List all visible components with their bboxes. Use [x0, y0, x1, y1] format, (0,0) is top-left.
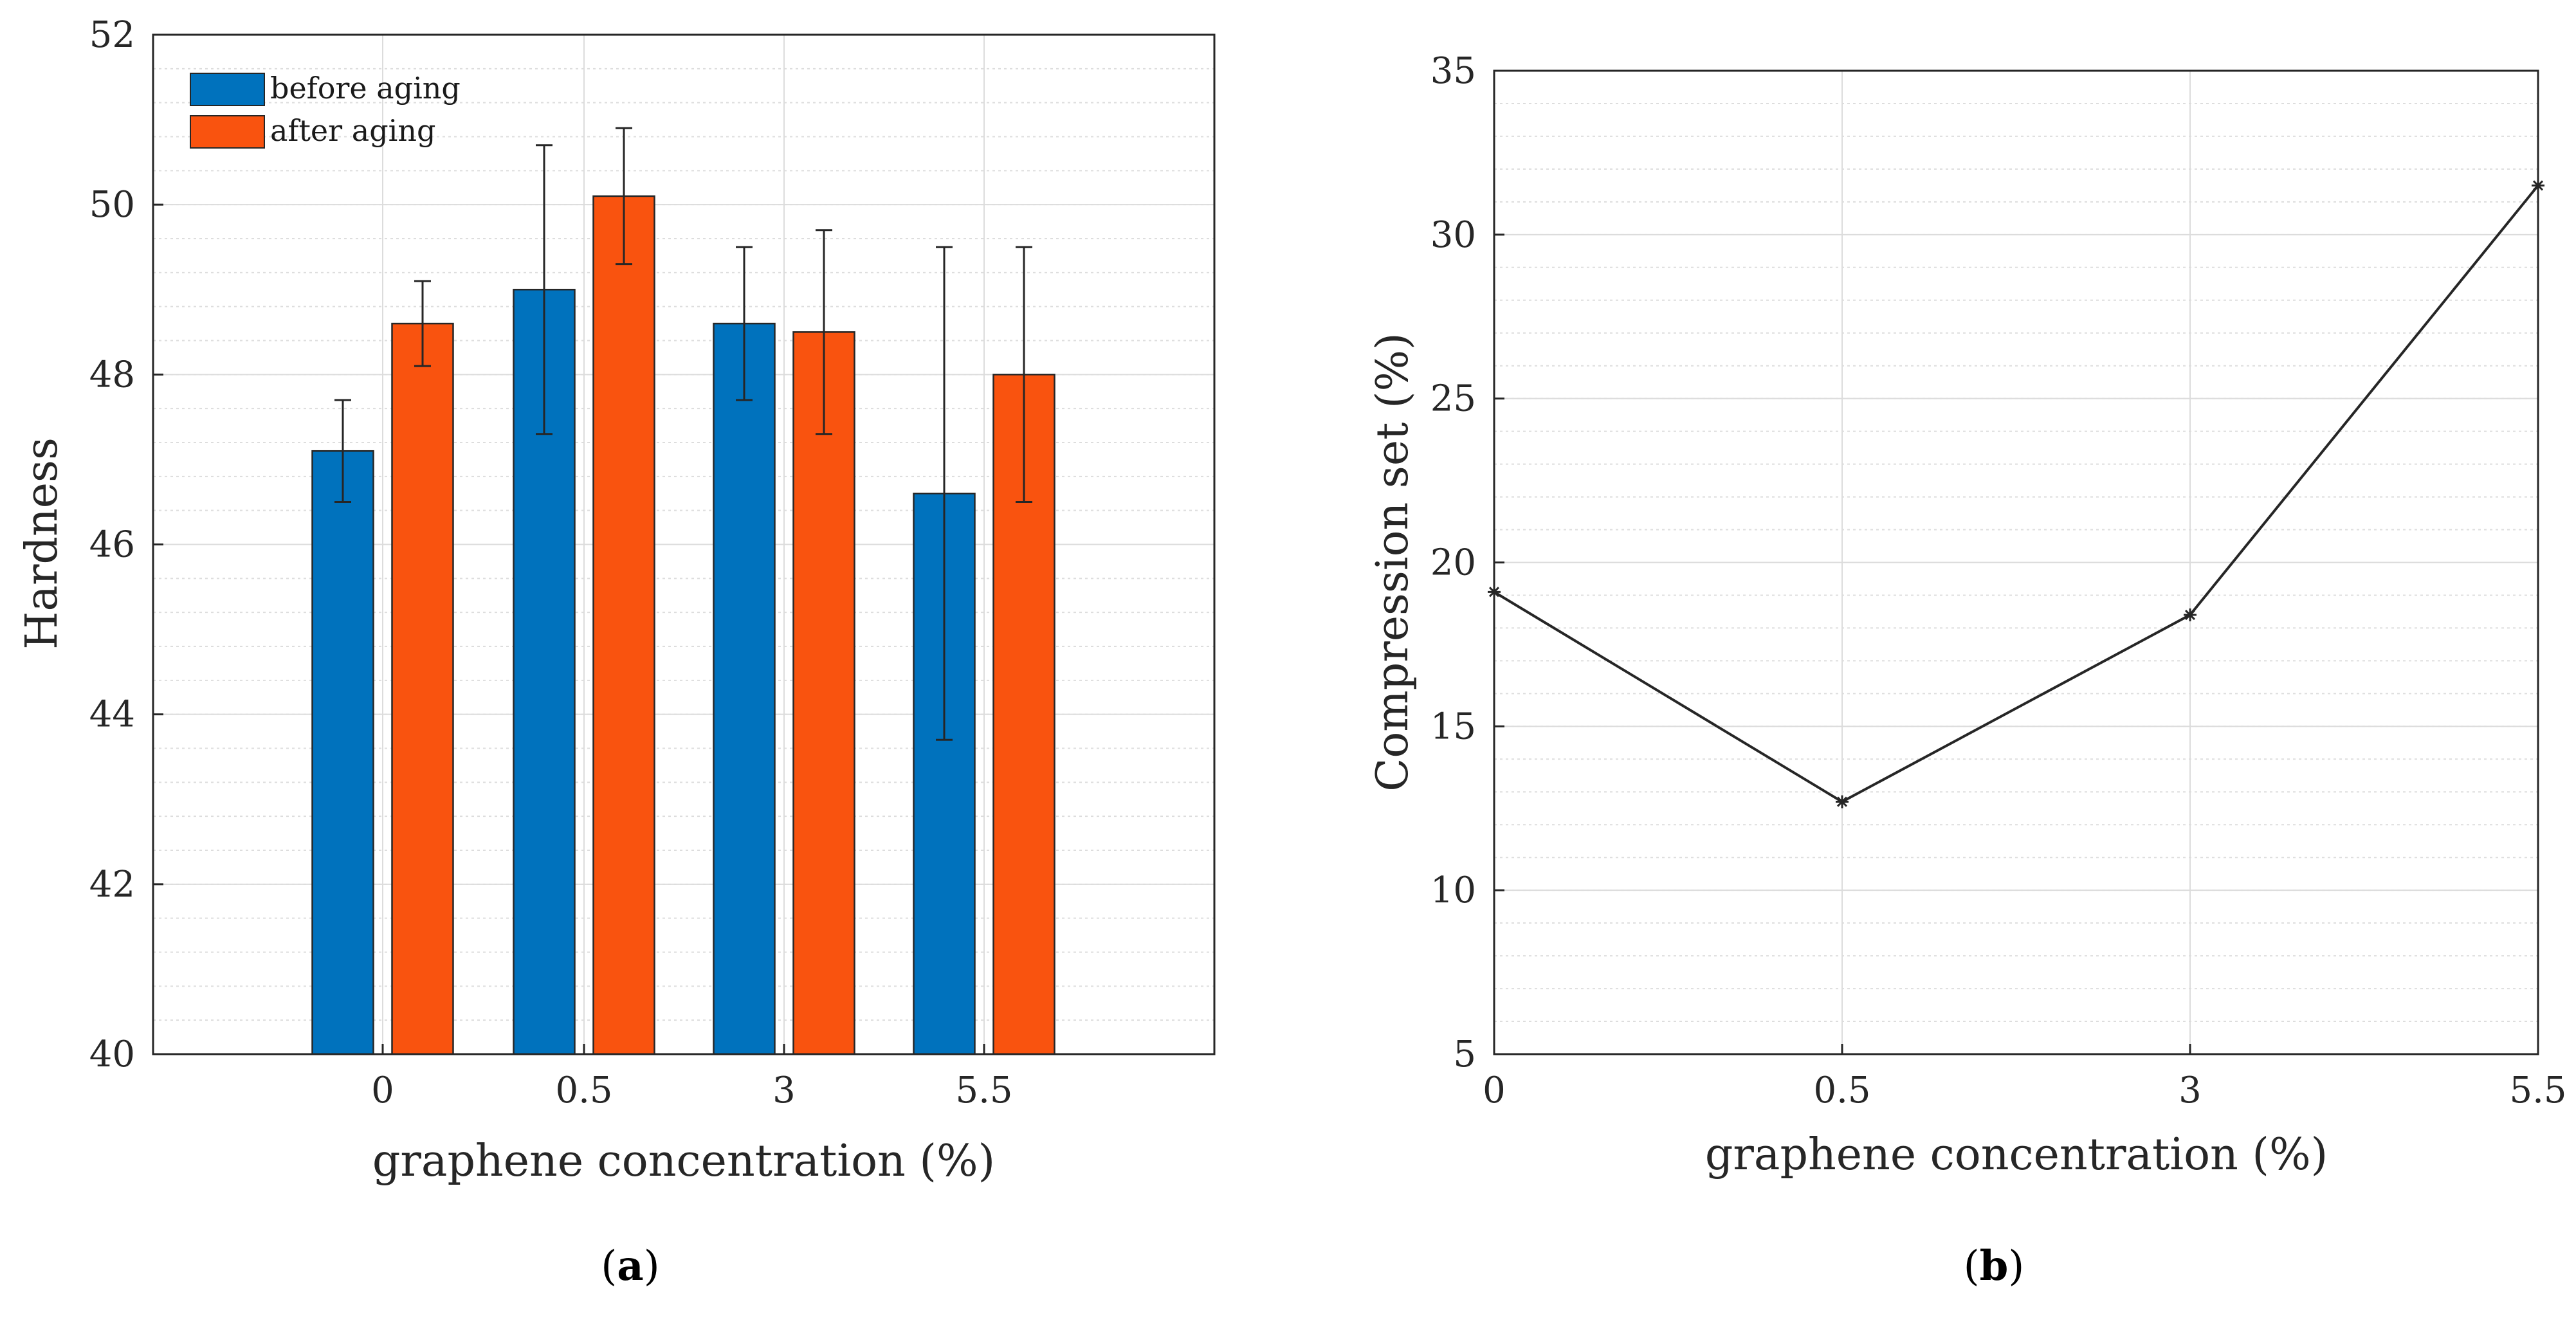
caption-b-letter: b: [1980, 1242, 2009, 1290]
caption-b-close: ): [2008, 1243, 2024, 1290]
marker-stroke: [1836, 796, 1848, 807]
y-tick-label: 46: [89, 524, 135, 566]
caption-a-letter: a: [617, 1242, 643, 1290]
x-tick-label: 5.5: [2509, 1070, 2566, 1111]
legend-swatch-before-aging: [190, 73, 265, 106]
data-point-marker: [1836, 795, 1849, 808]
chart-b-compression-set: 5 10 15 20 25 30 35 0 0.5 3 5.5 graphene concentr…: [1367, 50, 2567, 1290]
y-tick-label: 35: [1430, 50, 1476, 92]
y-tick-label: 30: [1430, 214, 1476, 256]
data-point-marker: [2184, 608, 2197, 622]
y-tick-label: 44: [89, 694, 135, 736]
x-tick-label: 5.5: [955, 1070, 1012, 1111]
y-tick-label: 5: [1453, 1034, 1476, 1075]
chart-a-error-bars: [334, 127, 1032, 741]
legend-swatch-after-aging: [190, 115, 265, 149]
chart-a-x-axis-label: graphene concentration (%): [372, 1136, 995, 1187]
y-tick-label: 48: [89, 354, 135, 396]
caption-a: (a): [601, 1242, 659, 1290]
y-tick-label: 10: [1430, 870, 1476, 911]
chart-a-hardness: 40 42 44 46 48 50 52 0 0.5 3 5.5 graphene concent…: [17, 14, 1216, 1290]
x-tick-label: 0.5: [1813, 1070, 1870, 1111]
caption-a-open: (: [601, 1243, 617, 1290]
bar-after-aging: [592, 195, 655, 1055]
legend-label-after-aging: after aging: [270, 113, 435, 148]
chart-a-bars: [311, 195, 1055, 1055]
x-tick-label: 0: [1483, 1070, 1506, 1111]
chart-b-x-ticks: 0 0.5 3 5.5: [1483, 1044, 2567, 1111]
bar-after-aging: [391, 322, 454, 1055]
chart-a-x-ticks: 0 0.5 3 5.5: [371, 1044, 1013, 1111]
marker-stroke: [2184, 609, 2196, 621]
x-tick-label: 3: [2179, 1070, 2202, 1111]
x-tick-label: 3: [772, 1070, 796, 1111]
y-tick-label: 25: [1430, 378, 1476, 420]
y-tick-label: 52: [89, 14, 135, 56]
legend-label-before-aging: before aging: [270, 71, 461, 105]
bar-before-aging: [311, 450, 374, 1055]
y-tick-label: 40: [89, 1034, 135, 1075]
bar-after-aging: [792, 331, 855, 1055]
y-tick-label: 50: [89, 184, 135, 226]
chart-a-y-ticks: 40 42 44 46 48 50 52: [89, 14, 163, 1075]
caption-b-open: (: [1964, 1243, 1980, 1290]
chart-b-y-ticks: 5 10 15 20 25 30 35: [1430, 50, 1504, 1075]
chart-b-y-axis-label: Compression set (%): [1367, 333, 1418, 791]
caption-b: (b): [1964, 1242, 2025, 1290]
y-tick-label: 15: [1430, 706, 1476, 747]
caption-a-close: ): [644, 1243, 660, 1290]
x-tick-label: 0: [371, 1070, 394, 1111]
y-tick-label: 42: [89, 864, 135, 906]
chart-b-x-axis-label: graphene concentration (%): [1705, 1129, 2328, 1180]
y-tick-label: 20: [1430, 542, 1476, 584]
chart-b-series-line: [1493, 185, 2539, 803]
chart-a-legend: before aging after aging: [190, 71, 461, 149]
x-tick-label: 0.5: [555, 1070, 612, 1111]
bar-before-aging: [713, 322, 776, 1055]
chart-a-y-axis-label: Hardness: [17, 437, 68, 650]
